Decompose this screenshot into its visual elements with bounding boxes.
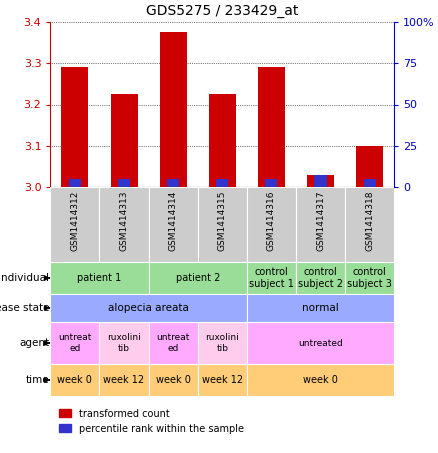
Text: alopecia areata: alopecia areata	[108, 303, 189, 313]
Bar	[364, 179, 376, 187]
Text: ruxolini
tib: ruxolini tib	[107, 333, 141, 353]
Bar	[307, 174, 334, 187]
FancyBboxPatch shape	[148, 187, 198, 262]
Text: GSM1414318: GSM1414318	[365, 191, 374, 251]
Bar	[216, 179, 228, 187]
Text: week 0: week 0	[303, 375, 338, 385]
Text: week 12: week 12	[202, 375, 243, 385]
Text: GSM1414316: GSM1414316	[267, 191, 276, 251]
FancyBboxPatch shape	[99, 364, 148, 396]
FancyBboxPatch shape	[148, 364, 198, 396]
FancyBboxPatch shape	[50, 262, 148, 294]
Bar	[258, 67, 285, 187]
FancyBboxPatch shape	[247, 364, 394, 396]
Text: control
subject 2: control subject 2	[298, 267, 343, 289]
FancyBboxPatch shape	[99, 187, 148, 262]
Text: week 0: week 0	[57, 375, 92, 385]
Text: normal: normal	[302, 303, 339, 313]
FancyBboxPatch shape	[345, 187, 394, 262]
FancyBboxPatch shape	[198, 322, 247, 364]
FancyBboxPatch shape	[50, 294, 247, 322]
Text: untreat
ed: untreat ed	[58, 333, 92, 353]
Text: GSM1414315: GSM1414315	[218, 191, 227, 251]
Text: ruxolini
tib: ruxolini tib	[205, 333, 239, 353]
FancyBboxPatch shape	[247, 322, 394, 364]
FancyBboxPatch shape	[296, 262, 345, 294]
FancyBboxPatch shape	[99, 322, 148, 364]
FancyBboxPatch shape	[247, 187, 296, 262]
Text: untreated: untreated	[298, 338, 343, 347]
Text: time: time	[26, 375, 49, 385]
Text: week 0: week 0	[156, 375, 191, 385]
FancyBboxPatch shape	[247, 262, 296, 294]
Text: agent: agent	[19, 338, 49, 348]
FancyBboxPatch shape	[148, 322, 198, 364]
Text: GSM1414313: GSM1414313	[120, 191, 128, 251]
Text: week 12: week 12	[103, 375, 145, 385]
Text: GSM1414314: GSM1414314	[169, 191, 178, 251]
Legend: transformed count, percentile rank within the sample: transformed count, percentile rank withi…	[55, 405, 247, 438]
FancyBboxPatch shape	[345, 262, 394, 294]
Text: disease state: disease state	[0, 303, 49, 313]
Bar	[265, 179, 278, 187]
Bar	[110, 94, 138, 187]
Text: individual: individual	[0, 273, 49, 283]
Text: GSM1414317: GSM1414317	[316, 191, 325, 251]
Text: patient 1: patient 1	[78, 273, 122, 283]
Text: untreat
ed: untreat ed	[156, 333, 190, 353]
Bar	[167, 179, 179, 187]
Text: control
subject 1: control subject 1	[249, 267, 294, 289]
Bar	[160, 32, 187, 187]
Text: patient 2: patient 2	[176, 273, 220, 283]
Bar	[61, 67, 88, 187]
Text: control
subject 3: control subject 3	[347, 267, 392, 289]
Bar	[314, 175, 327, 187]
FancyBboxPatch shape	[50, 187, 99, 262]
Bar	[209, 94, 236, 187]
FancyBboxPatch shape	[148, 262, 247, 294]
Text: GSM1414312: GSM1414312	[71, 191, 79, 251]
FancyBboxPatch shape	[198, 187, 247, 262]
Bar	[356, 146, 383, 187]
FancyBboxPatch shape	[296, 187, 345, 262]
FancyBboxPatch shape	[50, 322, 99, 364]
Bar	[69, 179, 81, 187]
FancyBboxPatch shape	[247, 294, 394, 322]
Bar	[118, 179, 130, 187]
FancyBboxPatch shape	[50, 364, 99, 396]
FancyBboxPatch shape	[198, 364, 247, 396]
Title: GDS5275 / 233429_at: GDS5275 / 233429_at	[146, 4, 298, 18]
